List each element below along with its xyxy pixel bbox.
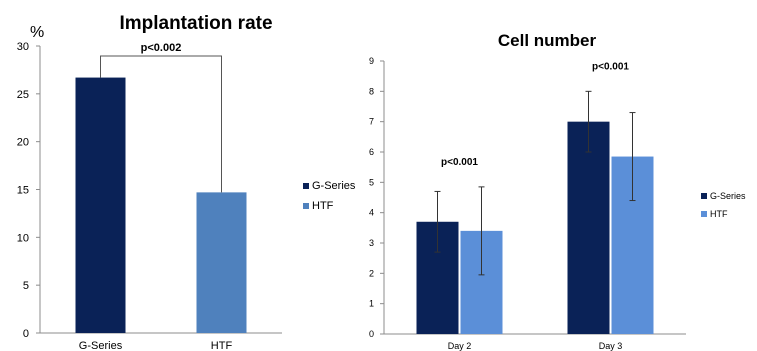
x-tick-label: Day 2 [448, 341, 472, 351]
y-tick-label: 0 [369, 329, 374, 339]
y-tick-label: 7 [369, 117, 374, 127]
y-tick-label: 0 [23, 328, 29, 340]
p-value-label: p<0.002 [141, 42, 182, 54]
legend: G-Series HTF [303, 180, 356, 212]
legend-label: G-Series [710, 191, 746, 201]
y-axis-label: % [30, 24, 44, 41]
x-tick-label: G-Series [79, 340, 123, 351]
y-tick-label: 10 [17, 232, 29, 244]
y-tick-label: 15 [17, 185, 29, 197]
y-tick-label: 2 [369, 268, 374, 278]
y-tick-label: 8 [369, 86, 374, 96]
bar-g-series [75, 77, 126, 333]
p-value-label: p<0.001 [592, 61, 629, 72]
legend-swatch [303, 183, 309, 189]
chart-title: Implantation rate [119, 13, 272, 34]
legend-swatch [303, 203, 309, 209]
y-tick-label: 5 [23, 280, 29, 292]
bar-htf [196, 192, 247, 333]
y-tick-label: 4 [369, 208, 374, 218]
legend-swatch [701, 211, 707, 217]
y-tick-label: 25 [17, 89, 29, 101]
significance-bracket [100, 55, 222, 193]
legend-label: HTF [710, 209, 728, 219]
x-tick-label: Day 3 [599, 341, 623, 351]
legend: G-Series HTF [701, 191, 746, 219]
y-tick-label: 20 [17, 137, 29, 149]
y-tick-label: 6 [369, 147, 374, 157]
bar-g-series [567, 121, 610, 335]
y-tick-label: 9 [369, 56, 374, 66]
implantation-rate-chart: Implantation rate % 0 5 10 15 20 25 30 G-Series… [17, 13, 356, 351]
y-tick-label: 1 [369, 299, 374, 309]
chart-title: Cell number [498, 31, 597, 50]
y-tick-label: 5 [369, 177, 374, 187]
y-tick-label: 3 [369, 238, 374, 248]
x-tick-label: HTF [211, 340, 233, 351]
y-tick-label: 30 [17, 41, 29, 53]
p-value-label: p<0.001 [441, 157, 478, 168]
cell-number-chart: Cell number 0 1 2 3 4 5 6 7 8 9 Day 2 Day 3 p<0.001… [369, 31, 746, 351]
legend-label: HTF [312, 200, 334, 212]
legend-label: G-Series [312, 180, 356, 192]
legend-swatch [701, 193, 707, 199]
